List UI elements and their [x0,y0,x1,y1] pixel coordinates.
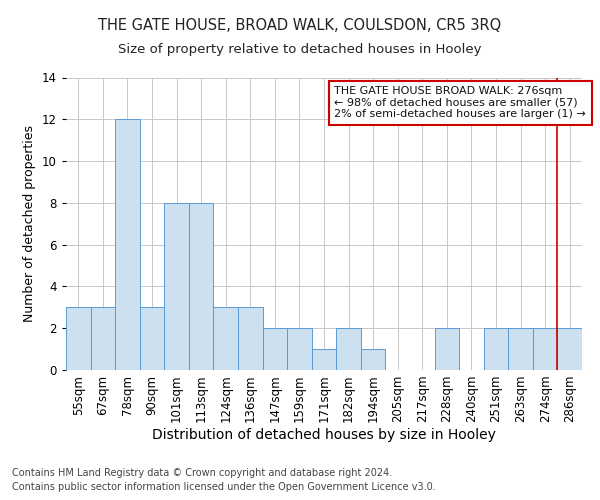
Bar [287,328,312,370]
Y-axis label: Number of detached properties: Number of detached properties [23,125,37,322]
Text: Size of property relative to detached houses in Hooley: Size of property relative to detached ho… [118,42,482,56]
Text: THE GATE HOUSE BROAD WALK: 276sqm
← 98% of detached houses are smaller (57)
2% o: THE GATE HOUSE BROAD WALK: 276sqm ← 98% … [334,86,586,120]
Bar [214,308,238,370]
Bar [91,308,115,370]
Bar [189,203,214,370]
Text: Contains HM Land Registry data © Crown copyright and database right 2024.: Contains HM Land Registry data © Crown c… [12,468,392,477]
Bar [434,328,459,370]
Bar [557,328,582,370]
Bar [312,349,336,370]
Bar [361,349,385,370]
Bar [484,328,508,370]
Bar [238,308,263,370]
Bar [533,328,557,370]
Bar [336,328,361,370]
Bar [508,328,533,370]
Text: Contains public sector information licensed under the Open Government Licence v3: Contains public sector information licen… [12,482,436,492]
Bar [164,203,189,370]
Bar [66,308,91,370]
Bar [115,120,140,370]
Bar [263,328,287,370]
Bar [140,308,164,370]
X-axis label: Distribution of detached houses by size in Hooley: Distribution of detached houses by size … [152,428,496,442]
Text: THE GATE HOUSE, BROAD WALK, COULSDON, CR5 3RQ: THE GATE HOUSE, BROAD WALK, COULSDON, CR… [98,18,502,32]
